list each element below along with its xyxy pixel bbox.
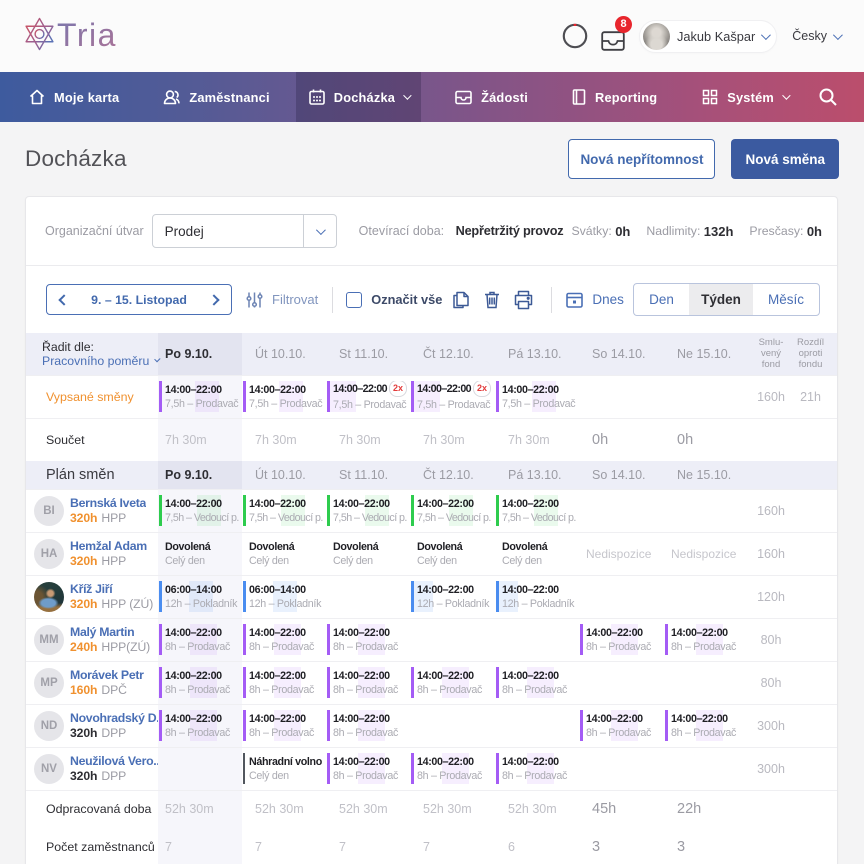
svg-text:Tria: Tria bbox=[57, 17, 116, 53]
